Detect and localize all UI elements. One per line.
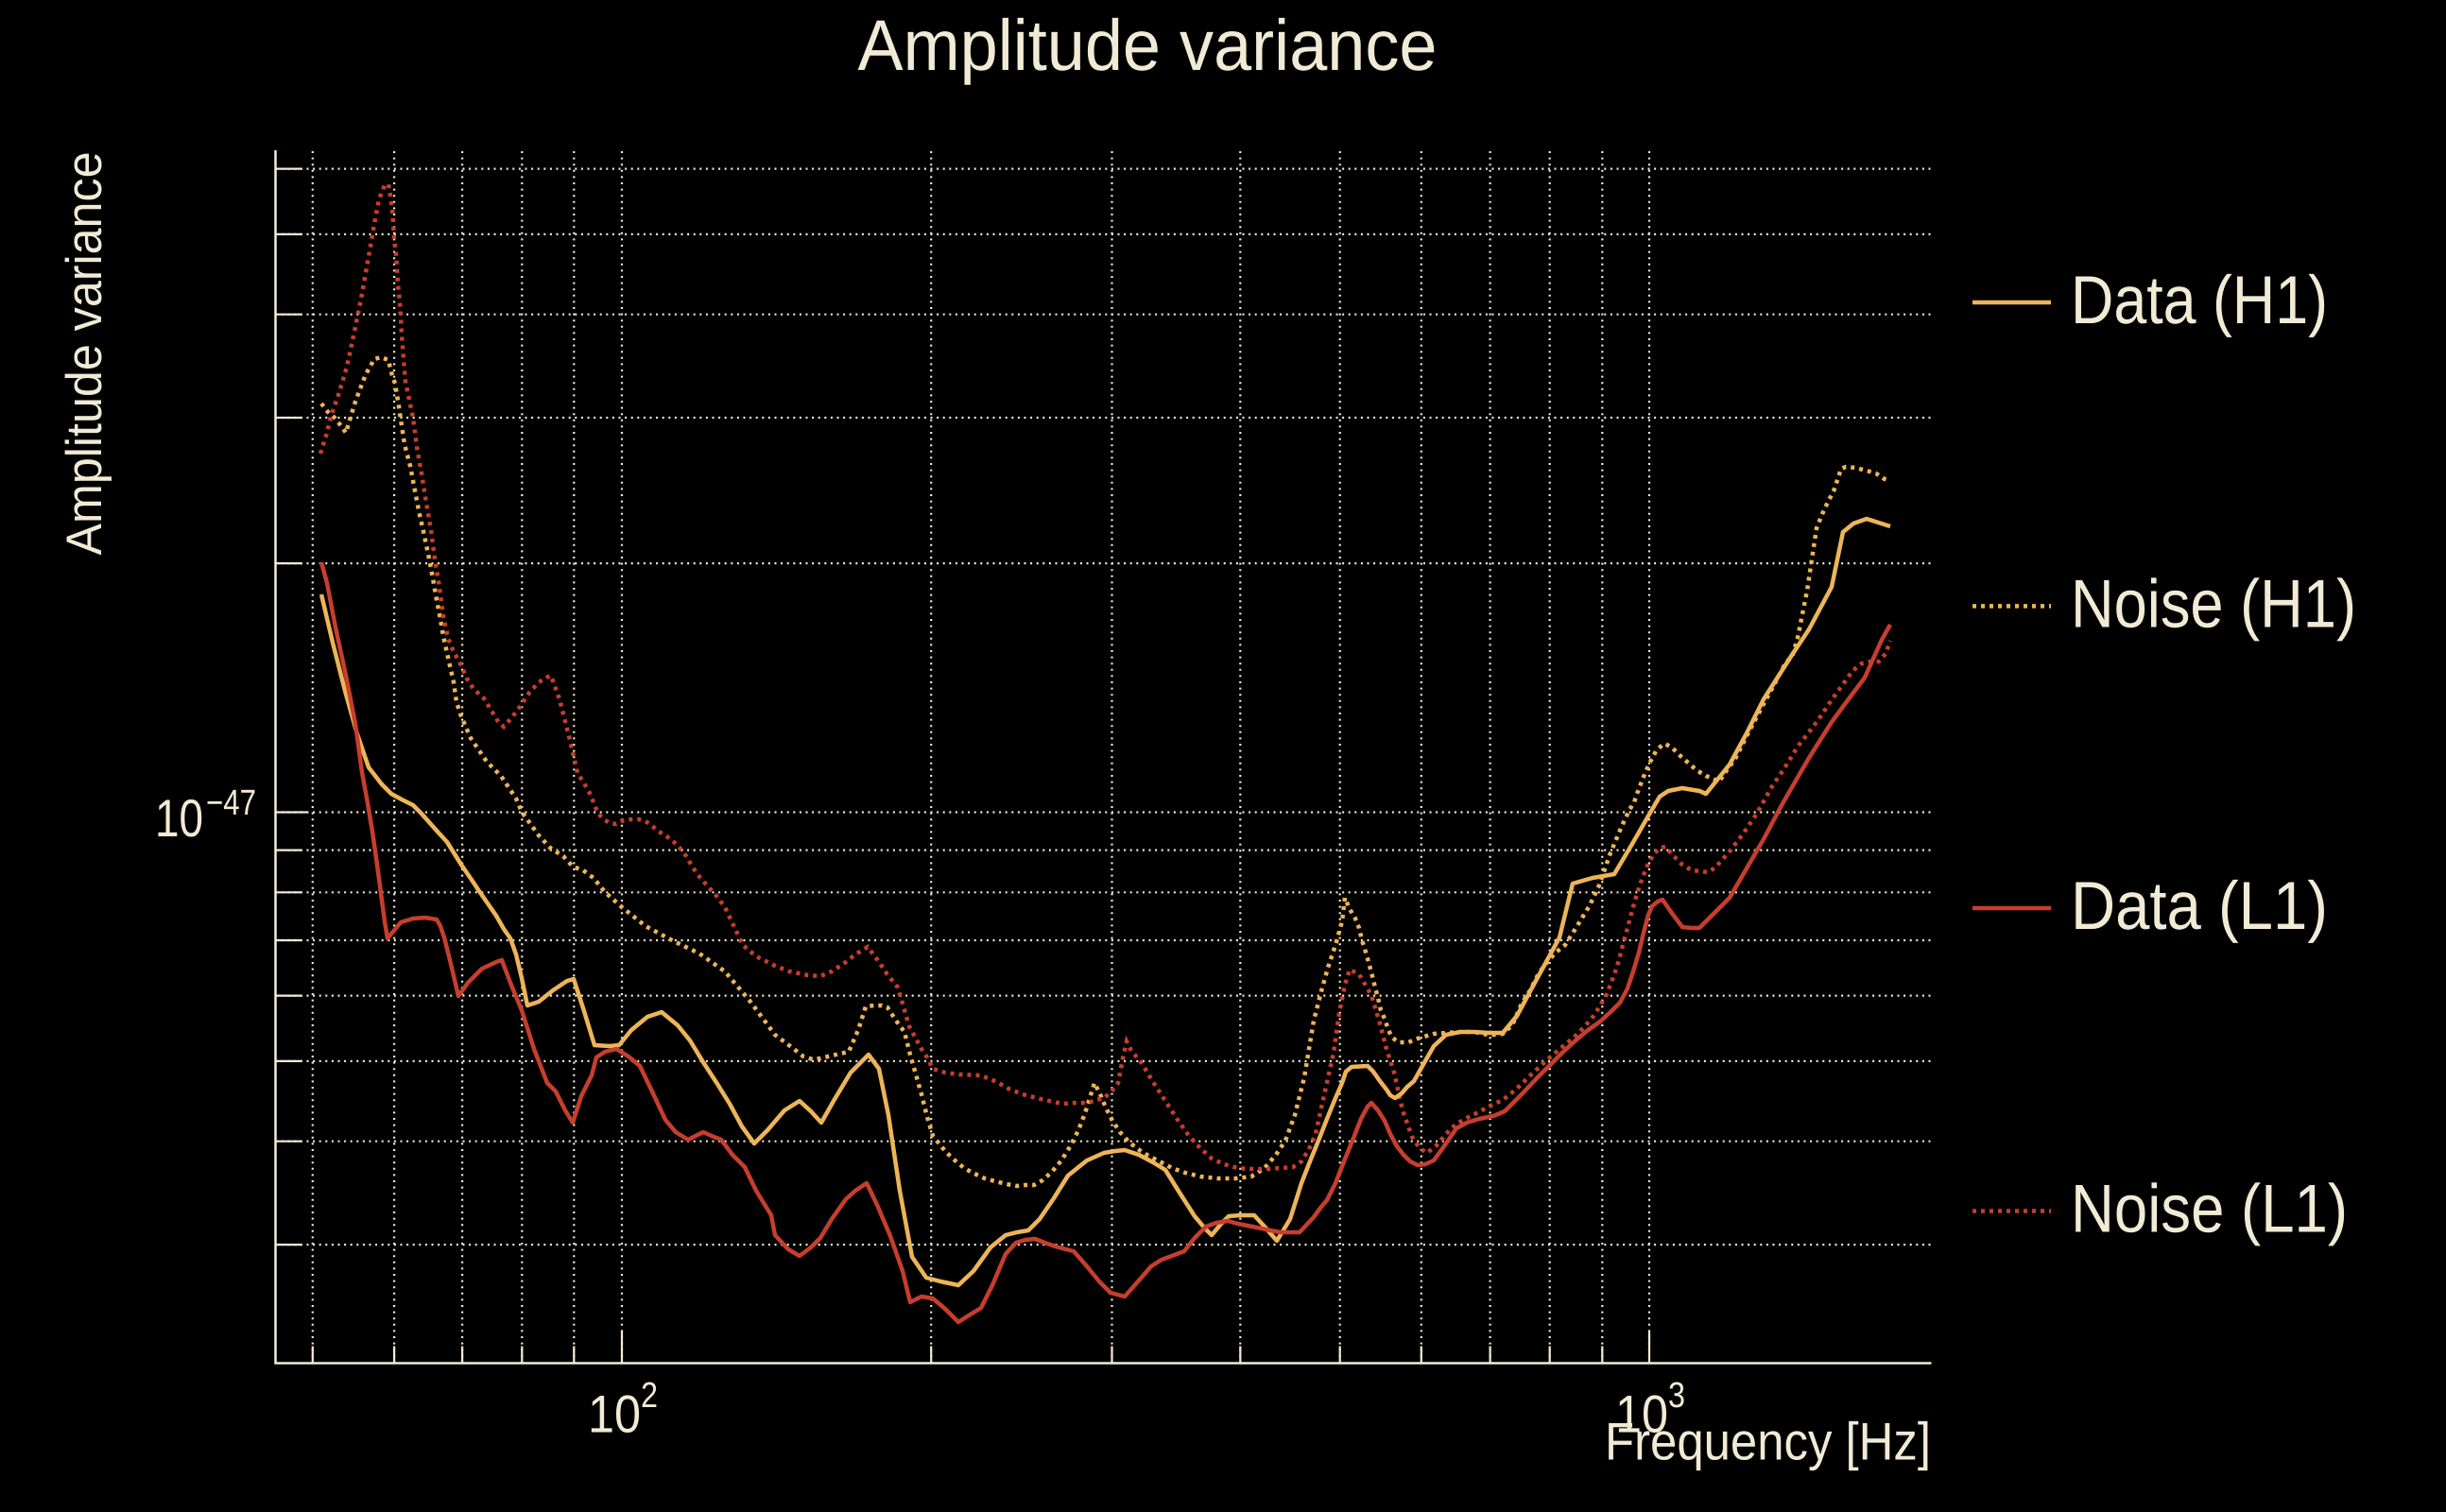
svg-text:Amplitude variance: Amplitude variance [858,6,1438,86]
svg-text:−47: −47 [206,783,256,823]
svg-text:Data (H1): Data (H1) [2071,263,2328,338]
svg-text:10: 10 [1615,1384,1668,1444]
svg-text:Noise (L1): Noise (L1) [2071,1172,2348,1247]
svg-text:3: 3 [1668,1376,1685,1416]
svg-text:Data (L1): Data (L1) [2071,868,2328,944]
svg-text:Frequency [Hz]: Frequency [Hz] [1605,1412,1931,1471]
svg-text:Amplitude variance: Amplitude variance [57,152,112,556]
svg-text:10: 10 [155,788,203,848]
svg-text:10: 10 [588,1384,641,1444]
svg-text:2: 2 [641,1376,658,1416]
svg-text:Noise (H1): Noise (H1) [2071,566,2356,642]
